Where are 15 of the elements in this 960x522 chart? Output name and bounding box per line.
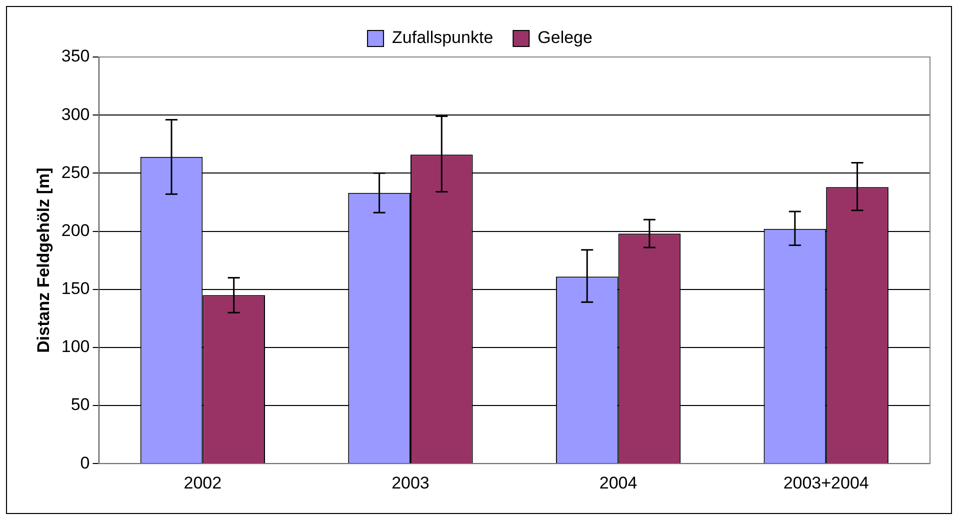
legend-label: Gelege	[538, 28, 592, 48]
y-tick-label: 350	[61, 46, 90, 66]
y-tick-label: 300	[61, 104, 90, 124]
y-tick-label: 200	[61, 220, 90, 240]
legend-label: Zufallspunkte	[392, 28, 494, 48]
x-tick-label: 2002	[184, 473, 222, 492]
y-tick-label: 250	[61, 162, 90, 182]
y-tick-label: 50	[70, 395, 90, 414]
y-axis-title: Distanz Feldgehölz [m]	[34, 168, 53, 353]
y-tick-label: 100	[61, 337, 90, 356]
y-tick-label: 150	[61, 279, 90, 298]
x-tick-label: 2003+2004	[783, 473, 869, 492]
y-tick-label: 0	[80, 453, 90, 472]
x-tick-label: 2003	[392, 473, 430, 492]
x-tick-label: 2004	[599, 473, 638, 492]
